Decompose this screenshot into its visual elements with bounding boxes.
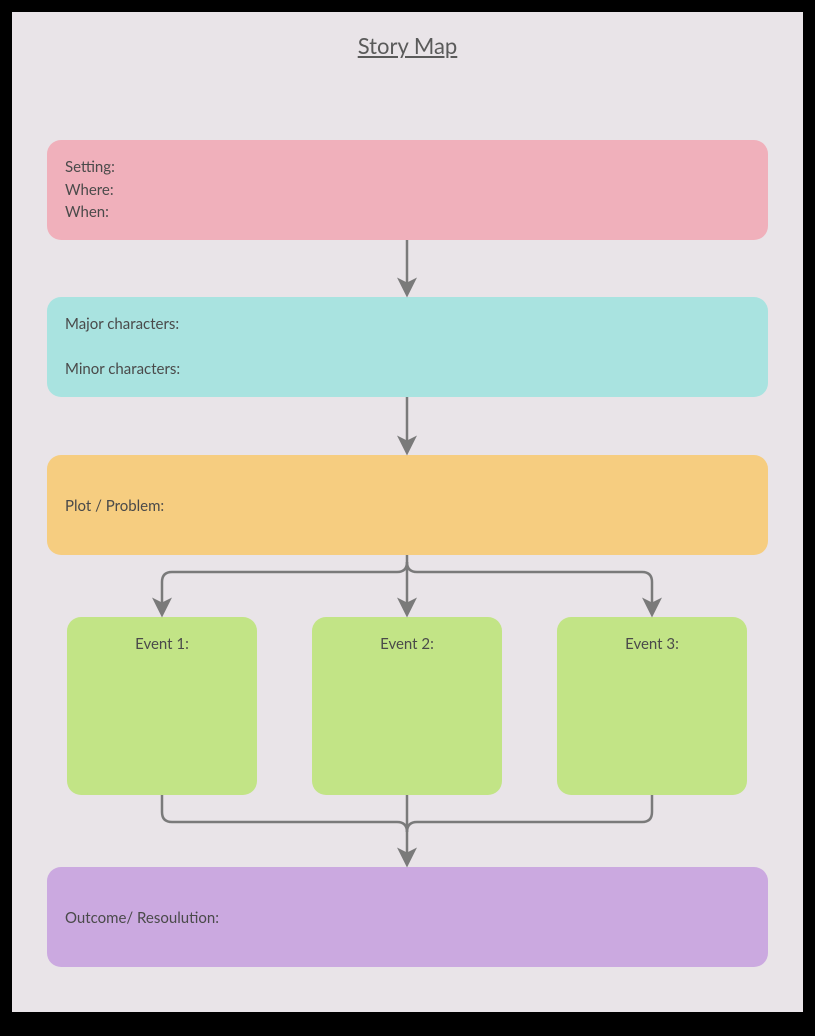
box-text-line: Outcome/ Resoulution: <box>65 907 750 930</box>
box-text-line: Plot / Problem: <box>65 495 750 518</box>
box-text-line: Minor characters: <box>65 358 750 381</box>
event-label: Event 2: <box>380 635 434 653</box>
event-label: Event 1: <box>135 635 189 653</box>
diagram-title: Story Map <box>358 32 458 59</box>
box-text-line: When: <box>65 201 750 224</box>
event-1-box: Event 1: <box>67 617 257 795</box>
box-text-line: Major characters: <box>65 313 750 336</box>
event-2-box: Event 2: <box>312 617 502 795</box>
setting-box: Setting:Where:When: <box>47 140 768 240</box>
box-text-line: Setting: <box>65 156 750 179</box>
event-label: Event 3: <box>625 635 679 653</box>
event-3-box: Event 3: <box>557 617 747 795</box>
outcome-box: Outcome/ Resoulution: <box>47 867 768 967</box>
box-text-line <box>65 336 750 359</box>
plot-box: Plot / Problem: <box>47 455 768 555</box>
diagram-canvas: Story Map Setting:Where:When: Major char… <box>12 12 803 1012</box>
box-text-line: Where: <box>65 179 750 202</box>
characters-box: Major characters: Minor characters: <box>47 297 768 397</box>
